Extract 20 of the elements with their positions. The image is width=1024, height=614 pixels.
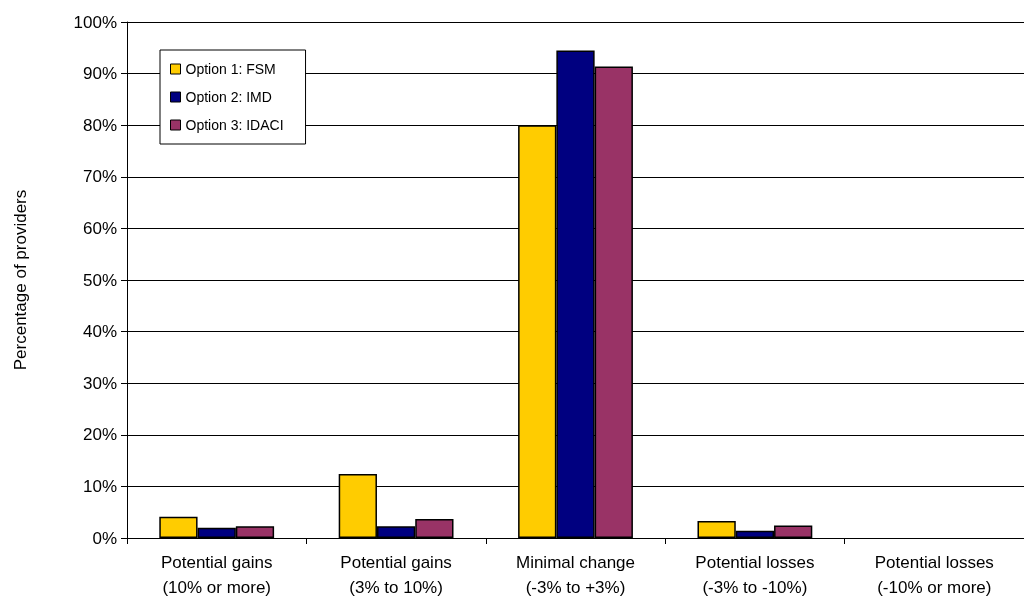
y-tick-label: 70%	[82, 167, 117, 187]
x-tick-label: Potential losses (-10% or more)	[874, 553, 994, 597]
y-tick-label: 20%	[82, 425, 117, 445]
y-tick-label: 10%	[82, 476, 117, 496]
x-tick-label: Potential gains (3% to 10%)	[340, 553, 452, 597]
y-tick-label: 0%	[92, 528, 117, 548]
x-tick-label: Minimal change (-3% to +3%)	[515, 553, 636, 597]
y-tick-label: 30%	[82, 373, 117, 393]
x-tick-label: Potential gains (10% or more)	[160, 553, 273, 597]
y-tick-label: 40%	[82, 322, 117, 342]
legend-label: Option 1: FSM	[185, 61, 276, 77]
y-tick-label: 50%	[82, 270, 117, 290]
y-tick-label: 60%	[82, 218, 117, 238]
y-tick-label: 90%	[82, 64, 117, 84]
y-tick-label: 100%	[73, 12, 117, 32]
y-tick-label: 80%	[82, 115, 117, 135]
x-tick-label: Potential losses (-3% to -10%)	[695, 553, 815, 597]
y-axis-title: Percentage of providers	[11, 189, 30, 371]
legend-label: Option 2: IMD	[185, 89, 272, 105]
legend-label: Option 3: IDACI	[185, 117, 284, 133]
